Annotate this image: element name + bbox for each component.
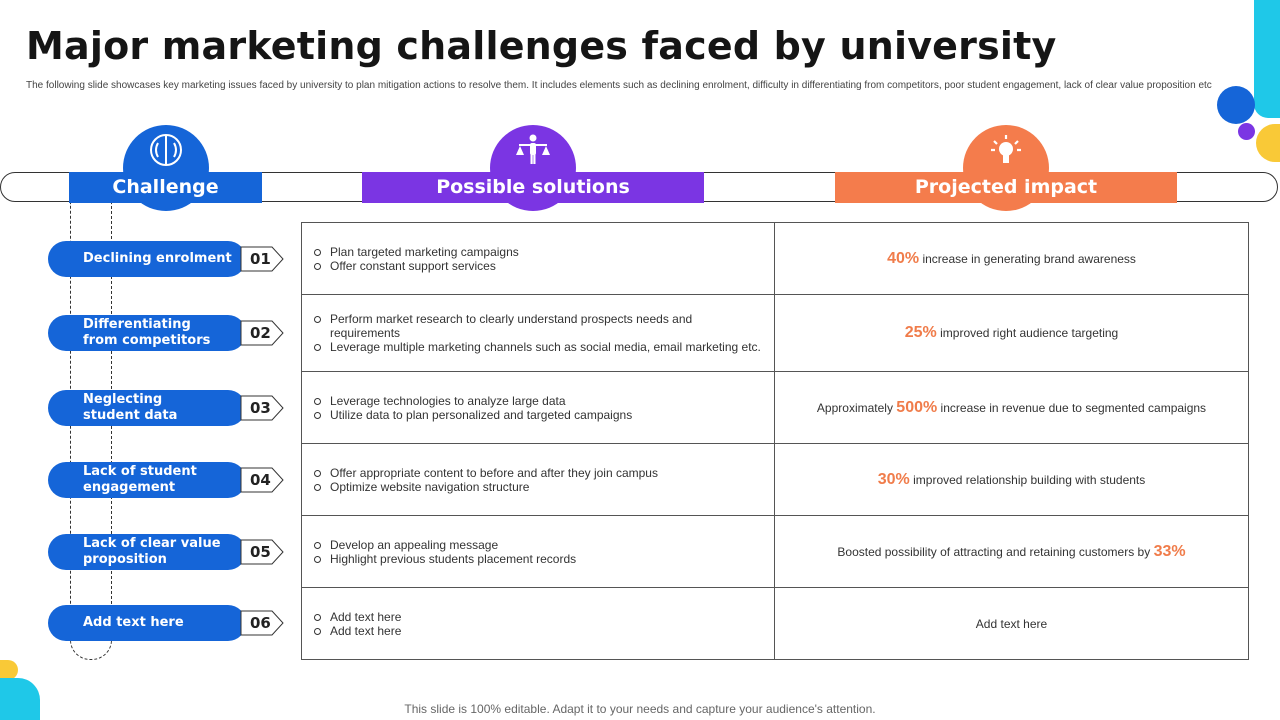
table-row: Leverage technologies to analyze large d… <box>301 371 1249 444</box>
impact-percent: 33% <box>1153 542 1186 560</box>
decor-blue-circle <box>1217 86 1255 124</box>
solution-item: Plan targeted marketing campaigns <box>314 245 774 259</box>
solution-item: Utilize data to plan personalized and ta… <box>314 408 774 422</box>
brain-icon <box>150 134 182 166</box>
impact-percent: 500% <box>896 398 938 416</box>
impact-suffix: increase in generating brand awareness <box>919 251 1136 266</box>
solution-item: Add text here <box>314 610 774 624</box>
number-label: 02 <box>250 324 271 342</box>
challenge-pill-02: Differentiating from competitors <box>48 315 246 351</box>
solution-item: Leverage multiple marketing channels suc… <box>314 340 774 354</box>
solutions-cell: Offer appropriate content to before and … <box>301 443 775 516</box>
number-label: 01 <box>250 250 271 268</box>
impact-cell: Add text here <box>774 587 1249 660</box>
solution-item: Offer appropriate content to before and … <box>314 466 774 480</box>
lightbulb-icon <box>991 135 1021 163</box>
header-solutions: Possible solutions <box>362 172 704 203</box>
number-label: 03 <box>250 399 271 417</box>
impact-suffix: improved relationship building with stud… <box>909 472 1146 487</box>
challenge-pill-04: Lack of student engagement <box>48 462 246 498</box>
number-label: 05 <box>250 543 271 561</box>
decor-yellow-circle <box>1256 124 1280 162</box>
number-tag-02: 02 <box>240 320 284 346</box>
decor-yellow-dot-bottom <box>0 660 18 680</box>
impact-cell: 25% improved right audience targeting <box>774 294 1249 372</box>
number-label: 04 <box>250 471 271 489</box>
impact-suffix: improved right audience targeting <box>936 326 1119 340</box>
impact-percent: 40% <box>887 249 920 267</box>
header-impact: Projected impact <box>835 172 1177 203</box>
impact-prefix: Add text here <box>975 616 1048 631</box>
table-row: Perform market research to clearly under… <box>301 294 1249 372</box>
solution-item: Develop an appealing message <box>314 538 774 552</box>
balance-person-icon <box>516 134 550 164</box>
solution-item: Highlight previous students placement re… <box>314 552 774 566</box>
number-tag-03: 03 <box>240 395 284 421</box>
solutions-cell: Perform market research to clearly under… <box>301 294 775 372</box>
challenge-label: Add text here <box>83 615 184 630</box>
solutions-cell: Develop an appealing message Highlight p… <box>301 515 775 588</box>
table-row: Add text here Add text here Add text her… <box>301 587 1249 660</box>
solution-item: Leverage technologies to analyze large d… <box>314 394 774 408</box>
number-tag-04: 04 <box>240 467 284 493</box>
solution-item: Offer constant support services <box>314 259 774 273</box>
page-subtitle: The following slide showcases key market… <box>26 80 1212 91</box>
table-row: Plan targeted marketing campaigns Offer … <box>301 222 1249 295</box>
impact-prefix: Approximately <box>816 400 897 415</box>
impact-prefix: Boosted possibility of attracting and re… <box>837 544 1154 559</box>
solution-item: Add text here <box>314 624 774 638</box>
number-tag-05: 05 <box>240 539 284 565</box>
number-label: 06 <box>250 614 271 632</box>
impact-cell: Boosted possibility of attracting and re… <box>774 515 1249 588</box>
solutions-cell: Leverage technologies to analyze large d… <box>301 371 775 444</box>
page-title: Major marketing challenges faced by univ… <box>26 24 1057 68</box>
solution-item: Perform market research to clearly under… <box>314 312 774 340</box>
solutions-cell: Plan targeted marketing campaigns Offer … <box>301 222 775 295</box>
challenge-label: Lack of clear value proposition <box>83 536 221 567</box>
challenge-pill-06: Add text here <box>48 605 246 641</box>
impact-cell: Approximately 500% increase in revenue d… <box>774 371 1249 444</box>
decor-cyan-circle-bottom <box>0 678 40 720</box>
solutions-impact-table: Plan targeted marketing campaigns Offer … <box>301 222 1249 660</box>
solution-item: Optimize website navigation structure <box>314 480 774 494</box>
challenge-label: Differentiating from competitors <box>83 317 211 348</box>
number-tag-06: 06 <box>240 610 284 636</box>
challenge-pill-01: Declining enrolment <box>48 241 246 277</box>
footer-note: This slide is 100% editable. Adapt it to… <box>404 702 876 716</box>
table-row: Offer appropriate content to before and … <box>301 443 1249 516</box>
impact-cell: 40% increase in generating brand awarene… <box>774 222 1249 295</box>
impact-cell: 30% improved relationship building with … <box>774 443 1249 516</box>
challenge-label: Lack of student engagement <box>83 464 197 495</box>
impact-percent: 25% <box>904 324 937 341</box>
challenge-pill-05: Lack of clear value proposition <box>48 534 246 570</box>
impact-suffix: increase in revenue due to segmented cam… <box>937 400 1207 415</box>
challenge-label: Declining enrolment <box>83 251 232 266</box>
challenge-label: Neglecting student data <box>83 392 178 423</box>
dashed-connector <box>70 203 112 660</box>
header-challenge: Challenge <box>69 172 262 203</box>
decor-purple-dot <box>1238 123 1255 140</box>
number-tag-01: 01 <box>240 246 284 272</box>
decor-cyan-bar <box>1254 0 1280 118</box>
solutions-cell: Add text here Add text here <box>301 587 775 660</box>
challenge-pill-03: Neglecting student data <box>48 390 246 426</box>
impact-percent: 30% <box>877 470 910 488</box>
table-row: Develop an appealing message Highlight p… <box>301 515 1249 588</box>
